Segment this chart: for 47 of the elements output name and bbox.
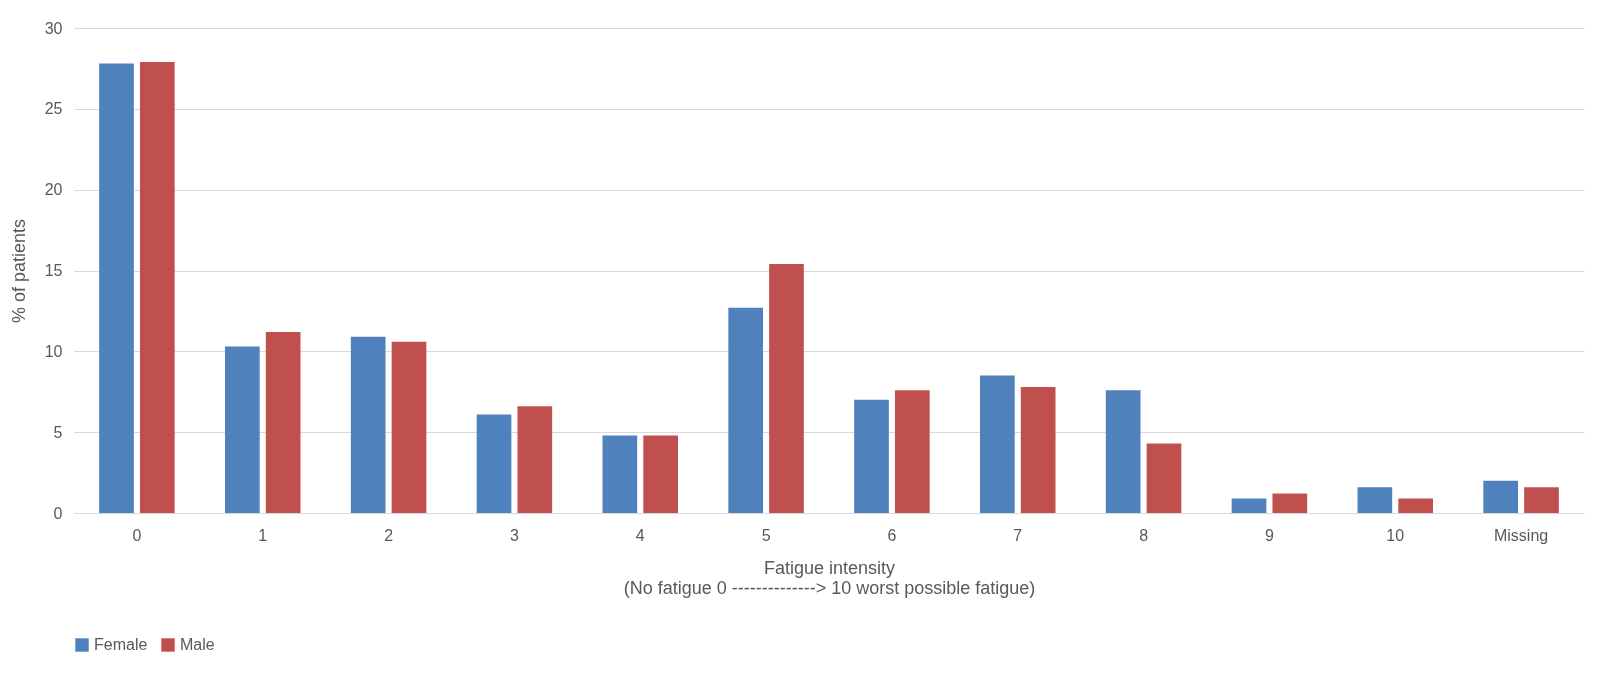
- bar: [517, 406, 553, 513]
- bar: [139, 61, 175, 513]
- bar: [854, 399, 889, 513]
- bar: [225, 346, 260, 513]
- legend-label: Female: [94, 636, 148, 653]
- x-tick-label: 0: [132, 526, 142, 544]
- x-tick-label: Missing: [1493, 526, 1549, 544]
- x-tick-label: 2: [384, 526, 394, 544]
- x-tick-label: 10: [1386, 526, 1405, 544]
- y-tick-label: 15: [44, 262, 63, 279]
- bar: [643, 435, 678, 513]
- bar: [1524, 487, 1559, 513]
- bar: [99, 63, 134, 513]
- x-tick-label: 7: [1013, 526, 1023, 544]
- bar: [728, 307, 764, 513]
- x-axis-title: Fatigue intensity (No fatigue 0 --------------> 10 worst possible fatigue): [623, 557, 1036, 598]
- x-tick-label: 9: [1264, 526, 1274, 544]
- x-tick-label: 6: [887, 526, 897, 544]
- y-tick-label: 30: [44, 19, 63, 37]
- bar: [1231, 498, 1267, 513]
- bar: [350, 336, 386, 513]
- y-tick-label: 10: [44, 342, 63, 360]
- bar: [1272, 493, 1308, 513]
- bar: [1146, 443, 1182, 513]
- x-tick-label: 1: [258, 526, 268, 544]
- bar: [602, 435, 638, 513]
- x-tick-label: 3: [509, 526, 519, 544]
- bar: [391, 341, 427, 513]
- y-tick-label: 5: [53, 423, 63, 441]
- x-tick-label: 4: [635, 526, 645, 544]
- x-tick-label: 5: [761, 526, 771, 544]
- bar: [1357, 487, 1393, 513]
- x-tick-label: 8: [1139, 526, 1149, 544]
- y-tick-label: 25: [44, 100, 63, 118]
- bar: [1483, 480, 1519, 513]
- y-tick-label: 20: [44, 181, 63, 199]
- y-tick-label: 0: [53, 504, 63, 522]
- y-axis-title: % of patients: [8, 218, 29, 324]
- bar: [980, 375, 1015, 513]
- bar: [476, 414, 512, 513]
- bar: [265, 331, 301, 513]
- bar: [1398, 498, 1433, 513]
- bar: [1020, 386, 1056, 513]
- legend-label: Male: [180, 636, 215, 653]
- bar: [1105, 390, 1141, 513]
- bar: [894, 390, 930, 513]
- bar: [769, 264, 804, 513]
